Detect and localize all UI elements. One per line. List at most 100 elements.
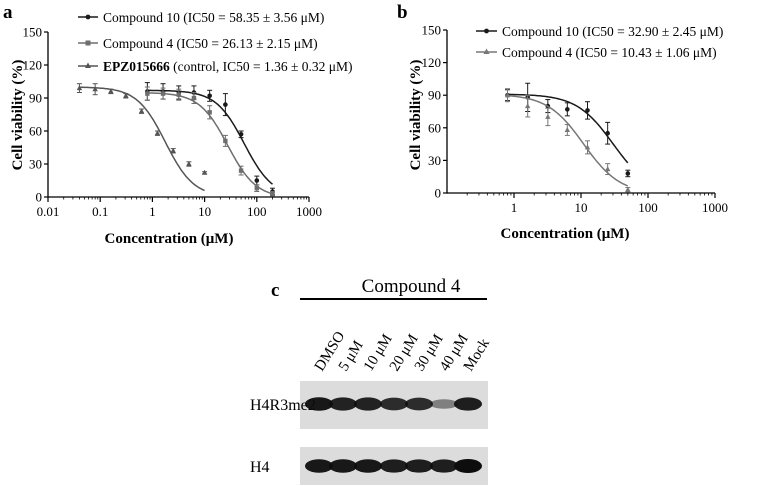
legend-item-compound-10: Compound 10 (IC50 = 58.35 ± 3.56 μM) xyxy=(78,10,324,25)
blot-band xyxy=(454,459,482,473)
y-tick-label: 150 xyxy=(23,25,43,40)
x-tick-label: 0.01 xyxy=(37,204,60,219)
blot-h4: H4 xyxy=(250,447,488,485)
x-tick-label: 1000 xyxy=(702,200,728,215)
blots: H4R3me2 H4 xyxy=(250,381,488,485)
x-tick-label: 10 xyxy=(575,200,588,215)
blot-h4r3me2: H4R3me2 xyxy=(250,381,488,429)
panel-a-plot: 0 30 60 90 120 150 0.01 0.1 1 10 100 1000 xyxy=(23,25,323,220)
blot-band xyxy=(305,459,333,473)
blot-band xyxy=(329,397,357,411)
data-point xyxy=(254,186,259,191)
data-point xyxy=(76,85,83,91)
panel-b-y-axis-label: Cell viability (%) xyxy=(408,60,424,171)
data-point xyxy=(223,102,228,107)
legend-series-name: Compound 4 xyxy=(103,36,173,51)
y-tick-label: 60 xyxy=(428,120,441,135)
data-point xyxy=(584,144,591,150)
blot-band xyxy=(354,397,382,411)
data-point xyxy=(201,169,208,175)
data-point xyxy=(154,130,161,136)
data-point xyxy=(565,107,570,112)
legend-item-compound-4: Compound 4 (IC50 = 10.43 ± 1.06 μM) xyxy=(476,45,717,60)
x-tick-label: 1000 xyxy=(296,204,322,219)
panel-b-plot: 0 30 60 90 120 150 1 10 100 1000 xyxy=(422,23,729,216)
blot-band xyxy=(405,397,433,411)
data-point xyxy=(160,91,166,96)
panel-a-letter: a xyxy=(3,2,13,23)
y-tick-label: 0 xyxy=(36,190,43,205)
legend-label: Compound 4 (IC50 = 10.43 ± 1.06 μM) xyxy=(502,45,717,60)
legend-label: Compound 4 (IC50 = 26.13 ± 2.15 μM) xyxy=(103,36,318,51)
data-point xyxy=(123,92,129,98)
legend-ic50: (IC50 = 58.35 ± 3.56 μM) xyxy=(183,10,324,25)
y-tick-label: 150 xyxy=(422,23,442,38)
blot-band xyxy=(430,459,458,473)
blot-band xyxy=(430,399,458,409)
y-tick-label: 90 xyxy=(428,88,441,103)
data-point xyxy=(92,86,98,92)
panel-a: a Compound 10 (IC50 = 58.35 ± 3.56 μM) C… xyxy=(3,2,353,247)
data-point xyxy=(191,95,197,101)
y-tick-label: 60 xyxy=(29,124,42,139)
legend-item-compound-4: Compound 4 (IC50 = 26.13 ± 2.15 μM) xyxy=(78,36,318,51)
data-point xyxy=(186,161,192,166)
y-tick-label: 90 xyxy=(29,91,42,106)
data-point xyxy=(564,126,571,132)
blot-label: H4 xyxy=(250,459,270,476)
data-point xyxy=(108,88,114,94)
data-point xyxy=(504,92,511,98)
legend-label: Compound 10 (IC50 = 58.35 ± 3.56 μM) xyxy=(103,10,324,25)
data-point xyxy=(176,92,181,97)
y-tick-label: 120 xyxy=(422,55,442,70)
panel-c-letter: c xyxy=(271,280,279,301)
y-tick-label: 120 xyxy=(23,58,43,73)
data-point xyxy=(207,110,212,115)
y-tick-label: 30 xyxy=(29,157,42,172)
data-point xyxy=(270,191,275,196)
x-tick-label: 100 xyxy=(638,200,658,215)
data-point xyxy=(605,130,610,136)
data-point xyxy=(223,138,228,144)
x-tick-label: 0.1 xyxy=(92,204,108,219)
data-point xyxy=(170,147,176,153)
blot-band xyxy=(305,397,333,411)
panel-a-y-axis-label: Cell viability (%) xyxy=(10,60,26,171)
legend-item-epz015666: EPZ015666 (control, IC50 = 1.36 ± 0.32 μ… xyxy=(78,59,353,74)
blot-band xyxy=(329,459,357,473)
legend-series-name: Compound 10 xyxy=(103,10,180,25)
legend-series-name: EPZ015666 xyxy=(103,59,170,74)
x-tick-label: 1 xyxy=(511,200,518,215)
legend-ic50: (IC50 = 32.90 ± 2.45 μM) xyxy=(582,24,723,39)
y-tick-label: 0 xyxy=(435,186,442,201)
data-point xyxy=(207,93,212,99)
data-point xyxy=(545,113,551,119)
data-point xyxy=(238,168,244,173)
data-point xyxy=(625,171,631,176)
data-point xyxy=(585,108,590,113)
x-tick-label: 100 xyxy=(247,204,267,219)
legend-ic50: (IC50 = 26.13 ± 2.15 μM) xyxy=(177,36,318,51)
panel-a-legend: Compound 10 (IC50 = 58.35 ± 3.56 μM) Com… xyxy=(78,10,353,74)
x-tick-label: 1 xyxy=(149,204,156,219)
blot-band xyxy=(454,397,482,411)
panel-b-x-axis-label: Concentration (μM) xyxy=(501,226,630,242)
y-tick-label: 30 xyxy=(428,153,441,168)
panel-c-title: Compound 4 xyxy=(362,276,461,297)
legend-label: Compound 10 (IC50 = 32.90 ± 2.45 μM) xyxy=(502,24,723,39)
data-point xyxy=(138,108,145,114)
legend-series-name: Compound 10 xyxy=(502,24,579,39)
fit-curve xyxy=(147,89,273,185)
blot-label: H4R3me2 xyxy=(250,397,316,414)
legend-ic50: (IC50 = 10.43 ± 1.06 μM) xyxy=(576,45,717,60)
panel-a-x-axis-label: Concentration (μM) xyxy=(105,231,234,247)
blot-band xyxy=(354,459,382,473)
blot-band xyxy=(380,459,408,473)
data-point xyxy=(254,178,260,183)
blot-band xyxy=(380,397,408,411)
data-point xyxy=(625,186,631,192)
data-point xyxy=(524,103,531,109)
legend-item-compound-10: Compound 10 (IC50 = 32.90 ± 2.45 μM) xyxy=(476,24,723,39)
